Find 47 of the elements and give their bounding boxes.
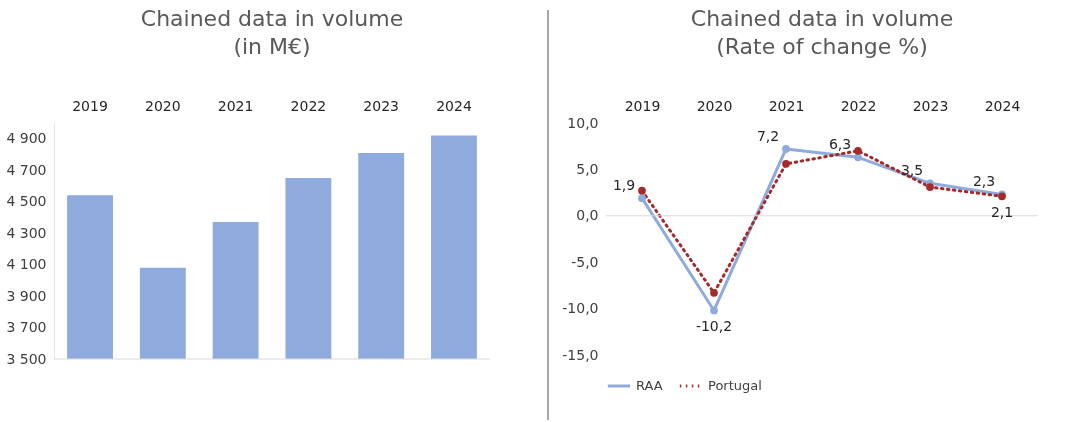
data-label: 3,5 (900, 162, 924, 179)
data-label: 2,3 (972, 173, 996, 190)
x-tick-label: 2024 (984, 97, 1021, 114)
y-tick-label: 4 100 (6, 256, 47, 273)
data-label: -10,2 (695, 318, 733, 335)
y-tick-label: 10,0 (567, 114, 599, 131)
point (638, 186, 646, 195)
x-tick-label: 2022 (840, 97, 877, 114)
y-tick-label: 3 500 (6, 350, 47, 367)
y-tick-label: -5,0 (571, 253, 599, 270)
y-tick-label: 3 900 (6, 287, 47, 304)
chart-title: Chained data in volume (690, 6, 954, 31)
y-tick-label: 5,0 (576, 160, 599, 177)
data-label: 2,1 (990, 204, 1014, 221)
data-label: 7,2 (756, 127, 780, 144)
y-tick-label: 4 300 (6, 224, 47, 241)
point (710, 306, 718, 315)
chart-subtitle: (in M€) (233, 34, 311, 59)
x-tick-label: 2022 (290, 97, 327, 114)
legend-label: RAA (636, 378, 663, 393)
legend-label: Portugal (708, 378, 762, 393)
data-label: 6,3 (828, 136, 852, 153)
point (926, 183, 934, 191)
y-tick-label: 4 500 (6, 193, 47, 210)
x-tick-label: 2019 (624, 97, 661, 114)
data-label: 1,9 (612, 177, 636, 194)
chart-title: Chained data in volume (140, 6, 404, 31)
x-tick-label: 2023 (912, 97, 949, 114)
x-tick-label: 2021 (768, 97, 805, 114)
point (638, 194, 646, 203)
y-tick-label: 4 700 (6, 161, 47, 178)
y-tick-label: 4 900 (6, 130, 47, 147)
x-tick-label: 2020 (696, 97, 733, 114)
x-tick-label: 2021 (217, 97, 254, 114)
y-tick-label: -10,0 (562, 300, 599, 317)
x-tick-label: 2019 (72, 97, 108, 114)
point (782, 145, 790, 153)
point (854, 146, 862, 155)
x-tick-label: 2020 (145, 97, 181, 114)
chart-subtitle: (Rate of change %) (716, 34, 928, 59)
y-tick-label: -15,0 (562, 346, 599, 363)
point (710, 288, 718, 297)
x-tick-label: 2023 (363, 97, 399, 114)
point (782, 159, 790, 168)
y-tick-label: 0,0 (576, 207, 599, 224)
y-tick-label: 3 700 (6, 319, 47, 336)
x-tick-label: 2024 (436, 97, 472, 114)
